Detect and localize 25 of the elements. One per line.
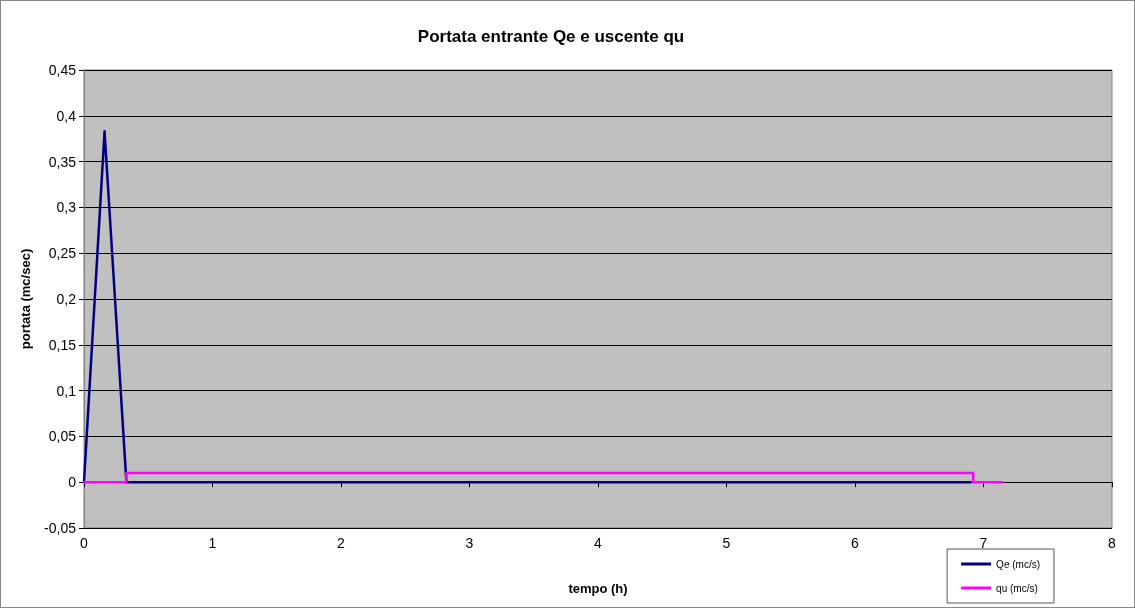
y-tick-label: 0,15 — [48, 336, 77, 353]
y-tick-label: 0,35 — [48, 153, 77, 170]
x-tick-label: 0 — [80, 535, 89, 551]
y-tick-label: 0,3 — [56, 199, 77, 216]
legend-label: Qe (mc/s) — [996, 558, 1040, 570]
x-tick-label: 2 — [337, 535, 346, 551]
y-tick-label: 0,05 — [48, 428, 77, 445]
y-tick-label: 0,45 — [48, 62, 77, 78]
x-tick-label: 1 — [208, 535, 217, 551]
x-axis-title: tempo (h) — [568, 581, 628, 596]
x-tick-label: 3 — [465, 535, 474, 551]
y-tick-label: 0 — [68, 474, 77, 491]
x-tick-label: 6 — [851, 535, 860, 551]
x-tick-label: 8 — [1108, 535, 1117, 551]
x-tick-label: 4 — [594, 535, 603, 551]
x-tick-label: 5 — [722, 535, 731, 551]
y-tick-label: 0,25 — [48, 245, 77, 262]
y-tick-label: -0,05 — [44, 520, 77, 536]
y-tick-label: 0,4 — [56, 107, 77, 124]
legend-label: qu (mc/s) — [996, 582, 1038, 594]
y-tick-label: 0,1 — [56, 382, 77, 399]
y-tick-label: 0,2 — [56, 291, 77, 307]
y-axis-title: portata (mc/sec) — [18, 248, 33, 350]
chart-title: Portata entrante Qe e uscente qu — [417, 27, 685, 46]
x-tick-label: 7 — [979, 535, 988, 551]
